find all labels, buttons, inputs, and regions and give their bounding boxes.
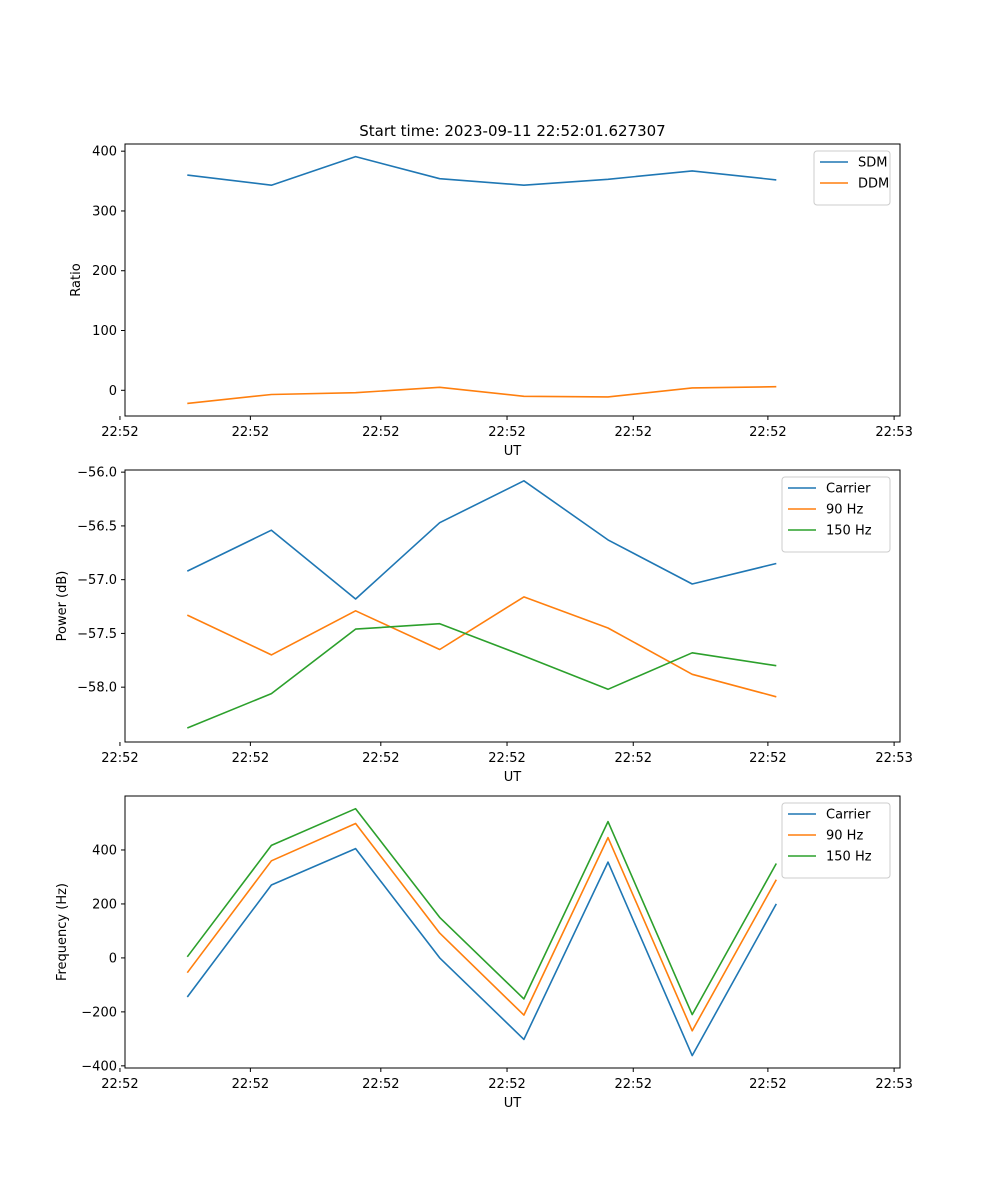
axes-frame (124, 469, 901, 743)
x-tick-label: 22:52 (615, 1077, 652, 1092)
y-tick-label: 400 (92, 145, 117, 160)
y-tick-label: −56.5 (77, 519, 117, 534)
x-axis-label: UT (504, 770, 522, 785)
legend-label: 150 Hz (826, 524, 872, 539)
axes-frame (124, 795, 901, 1069)
y-axis-label: Power (dB) (55, 571, 70, 642)
y-tick-label: −56.0 (77, 466, 117, 481)
x-tick-label: 22:53 (875, 1077, 912, 1092)
x-tick-label: 22:52 (488, 425, 525, 440)
chart-1: 22:52 22:52 22:52 22:52 22:52 22:52 22:53 0 100 2… (69, 143, 913, 459)
legend: Carrier 90 Hz 150 Hz (781, 802, 891, 879)
legend-label: 90 Hz (826, 503, 863, 518)
series-line-90-hz (186, 822, 777, 1032)
legend-label: SDM (858, 156, 887, 171)
y-tick-label: 400 (92, 843, 117, 858)
y-tick-label: 300 (92, 204, 117, 219)
x-tick-label: 22:52 (232, 425, 269, 440)
chart-3: 22:52 22:52 22:52 22:52 22:52 22:52 22:53 −400 −… (55, 795, 913, 1111)
series-line-carrier (186, 847, 777, 1057)
x-tick-label: 22:53 (875, 751, 912, 766)
x-tick-label: 22:52 (232, 751, 269, 766)
y-tick-label: −200 (81, 1005, 117, 1020)
y-tick-label: 0 (109, 951, 117, 966)
series-line-sdm (187, 155, 777, 186)
legend-box (813, 150, 891, 206)
x-tick-label: 22:53 (875, 425, 912, 440)
x-tick-label: 22:52 (362, 1077, 399, 1092)
legend-label: Carrier (826, 482, 871, 497)
x-tick-label: 22:52 (101, 425, 138, 440)
x-tick-label: 22:52 (749, 1077, 786, 1092)
y-axis-label: Frequency (Hz) (55, 883, 70, 981)
y-tick-label: 200 (92, 897, 117, 912)
y-tick-label: −57.0 (77, 573, 117, 588)
x-tick-label: 22:52 (362, 425, 399, 440)
series-line-ddm (187, 385, 777, 405)
y-tick-label: 0 (109, 384, 117, 399)
x-tick-label: 22:52 (362, 751, 399, 766)
y-tick-label: −57.5 (77, 627, 117, 642)
y-tick-label: −400 (81, 1059, 117, 1074)
legend: SDM DDM (813, 150, 891, 206)
legend-box (781, 802, 891, 879)
legend-box (781, 476, 891, 553)
series-line-90-hz (186, 596, 777, 698)
x-tick-label: 22:52 (749, 425, 786, 440)
x-tick-label: 22:52 (615, 751, 652, 766)
y-tick-label: 100 (92, 324, 117, 339)
series-line-150-hz (186, 622, 777, 729)
x-axis-label: UT (504, 444, 522, 459)
y-tick-label: −58.0 (77, 681, 117, 696)
legend: Carrier 90 Hz 150 Hz (781, 476, 891, 553)
x-tick-label: 22:52 (488, 751, 525, 766)
y-axis-label: Ratio (69, 263, 84, 296)
legend-label: 150 Hz (826, 850, 872, 865)
x-tick-label: 22:52 (749, 751, 786, 766)
x-tick-label: 22:52 (615, 425, 652, 440)
series-line-carrier (186, 479, 777, 600)
chart-2: 22:52 22:52 22:52 22:52 22:52 22:52 22:53 −58.0… (55, 466, 913, 785)
x-tick-label: 22:52 (488, 1077, 525, 1092)
x-tick-label: 22:52 (101, 751, 138, 766)
x-axis-label: UT (504, 1096, 522, 1111)
series-line-150-hz (186, 807, 777, 1016)
axes-frame (124, 143, 901, 417)
figure-title: Start time: 2023-09-11 22:52:01.627307 (359, 122, 665, 140)
legend-label: DDM (858, 177, 889, 192)
legend-label: Carrier (826, 808, 871, 823)
x-tick-label: 22:52 (232, 1077, 269, 1092)
legend-label: 90 Hz (826, 829, 863, 844)
y-tick-label: 200 (92, 264, 117, 279)
x-tick-label: 22:52 (101, 1077, 138, 1092)
